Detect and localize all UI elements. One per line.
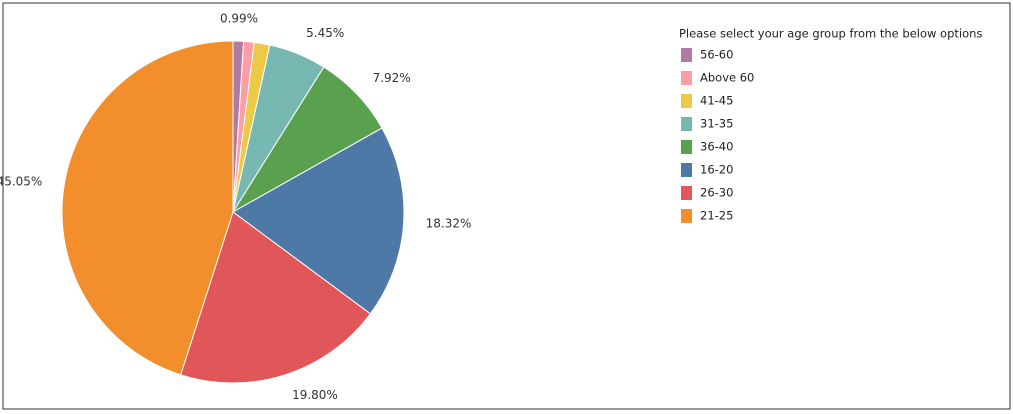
data-label: 19.80% [292, 388, 338, 402]
pie-slice [61, 40, 234, 376]
legend-label: 31-35 [700, 117, 733, 131]
data-label: 0.99% [220, 12, 258, 26]
legend-label: Above 60 [700, 71, 754, 85]
legend-swatch [681, 117, 692, 131]
legend-swatch [681, 209, 692, 223]
legend-label: 36-40 [700, 140, 733, 154]
pie-slice [180, 211, 372, 384]
legend-swatch [681, 140, 692, 154]
legend-label: 21-25 [700, 209, 733, 223]
legend-title: Please select your age group from the be… [679, 27, 982, 41]
pie-slice [232, 127, 405, 315]
data-label: 18.32% [426, 216, 472, 230]
data-label: 5.45% [306, 26, 344, 40]
data-label: 7.92% [373, 71, 411, 85]
legend-swatch [681, 48, 692, 62]
data-label: 45.05% [0, 175, 42, 189]
legend-label: 16-20 [700, 163, 733, 177]
legend-swatch [681, 163, 692, 177]
legend-swatch [681, 186, 692, 200]
legend-label: 26-30 [700, 186, 733, 200]
legend-label: 56-60 [700, 48, 733, 62]
legend-label: 41-45 [700, 94, 733, 108]
legend-swatch [681, 94, 692, 108]
legend-swatch [681, 71, 692, 85]
